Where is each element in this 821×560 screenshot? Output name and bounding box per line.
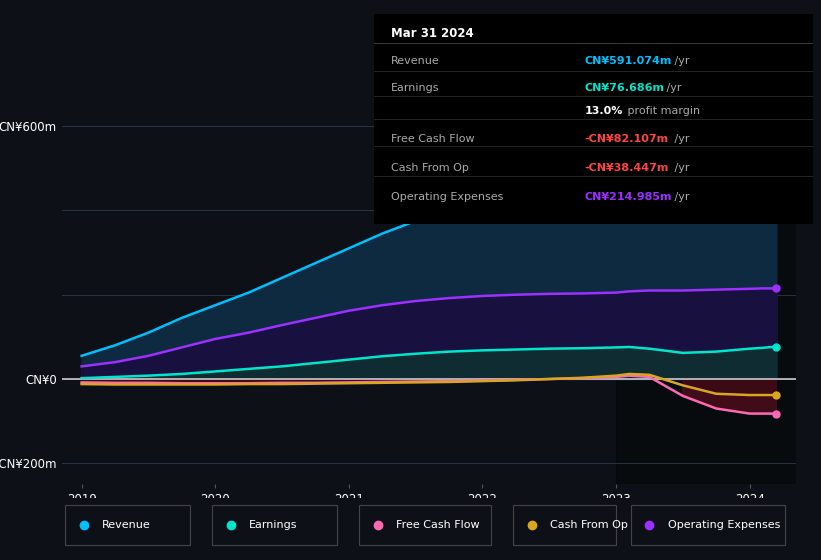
- Bar: [616, 101, 821, 484]
- Text: Operating Expenses: Operating Expenses: [667, 520, 780, 530]
- Text: Cash From Op: Cash From Op: [550, 520, 628, 530]
- Text: Revenue: Revenue: [102, 520, 151, 530]
- Text: CN¥591.074m: CN¥591.074m: [585, 56, 672, 66]
- Text: Earnings: Earnings: [249, 520, 297, 530]
- Text: Operating Expenses: Operating Expenses: [391, 193, 503, 203]
- Text: -CN¥38.447m: -CN¥38.447m: [585, 163, 669, 173]
- Text: Mar 31 2024: Mar 31 2024: [391, 27, 474, 40]
- Text: 13.0%: 13.0%: [585, 106, 623, 116]
- Text: Cash From Op: Cash From Op: [391, 163, 469, 173]
- Text: /yr: /yr: [672, 193, 690, 203]
- Text: Earnings: Earnings: [391, 83, 439, 94]
- Text: Revenue: Revenue: [391, 56, 440, 66]
- Text: /yr: /yr: [663, 83, 682, 94]
- Text: /yr: /yr: [672, 134, 690, 144]
- Text: -CN¥82.107m: -CN¥82.107m: [585, 134, 668, 144]
- Text: profit margin: profit margin: [624, 106, 700, 116]
- Text: /yr: /yr: [672, 163, 690, 173]
- Text: CN¥214.985m: CN¥214.985m: [585, 193, 672, 203]
- Text: CN¥76.686m: CN¥76.686m: [585, 83, 664, 94]
- Text: /yr: /yr: [672, 56, 690, 66]
- Text: Free Cash Flow: Free Cash Flow: [391, 134, 475, 144]
- Text: Free Cash Flow: Free Cash Flow: [396, 520, 479, 530]
